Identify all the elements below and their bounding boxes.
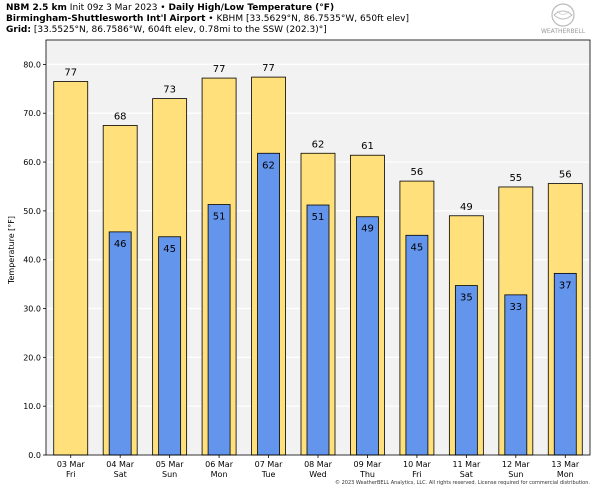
low-temp-bar — [158, 236, 182, 456]
x-tick-date: 06 Mar — [205, 460, 234, 469]
low-temp-label: 62 — [262, 160, 275, 171]
low-temp-label: 37 — [559, 280, 572, 291]
x-tick-date: 09 Mar — [354, 460, 383, 469]
low-temp-label: 46 — [114, 239, 127, 250]
low-temp-bar — [108, 231, 132, 456]
x-tick-date: 07 Mar — [255, 460, 284, 469]
y-tick-label: 0.0 — [28, 451, 41, 460]
high-temp-label: 77 — [262, 63, 275, 74]
x-tick-day: Tue — [261, 470, 276, 479]
y-tick-label: 30.0 — [23, 305, 41, 314]
high-temp-label: 62 — [312, 139, 325, 150]
high-temp-label: 56 — [411, 167, 424, 178]
high-temp-label: 77 — [64, 68, 77, 79]
high-temp-label: 61 — [361, 141, 374, 152]
logo-text: WEATHERBELL — [541, 28, 586, 35]
low-temp-bar — [405, 234, 429, 456]
copyright-text: © 2023 WeatherBELL Analytics, LLC. All r… — [335, 480, 590, 486]
header-line-2: Birmingham-Shuttlesworth Int'l Airport •… — [6, 14, 409, 25]
y-tick-label: 50.0 — [23, 207, 41, 216]
y-tick-label: 10.0 — [23, 402, 41, 411]
low-temp-bar — [306, 204, 330, 456]
bullet: • — [208, 14, 214, 24]
x-tick-day: Wed — [309, 470, 326, 479]
low-temp-label: 45 — [411, 242, 424, 253]
low-temp-label: 51 — [213, 212, 226, 223]
y-axis-label: Temperature [°F] — [7, 216, 16, 285]
x-tick-day: Sat — [114, 470, 127, 479]
x-tick-day: Fri — [66, 470, 76, 479]
high-temp-label: 77 — [213, 64, 226, 75]
high-temp-label: 55 — [509, 173, 522, 184]
y-tick-label: 20.0 — [23, 353, 41, 362]
high-temp-label: 73 — [163, 85, 176, 96]
high-temp-label: 56 — [559, 170, 572, 181]
x-tick-date: 03 Mar — [57, 460, 86, 469]
high-temp-label: 68 — [114, 111, 127, 122]
x-tick-date: 12 Mar — [502, 460, 531, 469]
x-tick-day: Sun — [508, 470, 523, 479]
low-temp-bar — [553, 272, 577, 456]
x-tick-day: Sat — [460, 470, 473, 479]
station-name: Birmingham-Shuttlesworth Int'l Airport — [6, 14, 206, 24]
low-temp-bar — [356, 216, 379, 456]
grid-label: Grid: — [6, 25, 31, 35]
x-tick-day: Sun — [162, 470, 177, 479]
y-tick-label: 70.0 — [23, 109, 41, 118]
y-tick-label: 40.0 — [23, 256, 41, 265]
high-temp-bar — [53, 81, 89, 456]
bullet: • — [160, 3, 166, 13]
low-temp-bar — [504, 294, 528, 456]
x-tick-date: 11 Mar — [452, 460, 481, 469]
high-temp-label: 49 — [460, 202, 473, 213]
y-tick-label: 60.0 — [23, 158, 41, 167]
low-temp-bar — [257, 152, 280, 456]
low-temp-label: 51 — [312, 212, 325, 223]
x-tick-date: 04 Mar — [106, 460, 135, 469]
x-tick-day: Mon — [557, 470, 574, 479]
weatherbell-logo: WEATHERBELL — [541, 3, 586, 35]
plot-frame — [45, 39, 591, 456]
station-info: KBHM [33.5629°N, 86.7535°W, 650ft elev] — [216, 14, 409, 24]
low-temp-bar — [454, 285, 478, 456]
x-tick-day: Fri — [412, 470, 422, 479]
y-tick-label: 80.0 — [23, 60, 41, 69]
low-temp-label: 35 — [460, 293, 473, 304]
chart-title: Daily High/Low Temperature (°F) — [168, 3, 335, 13]
low-temp-label: 45 — [163, 244, 176, 255]
x-tick-date: 13 Mar — [551, 460, 580, 469]
x-tick-day: Mon — [211, 470, 228, 479]
x-tick-date: 10 Mar — [403, 460, 432, 469]
header-line-3: Grid: [33.5525°N, 86.7586°W, 604ft elev,… — [6, 25, 327, 36]
x-tick-date: 05 Mar — [156, 460, 185, 469]
x-tick-date: 08 Mar — [304, 460, 333, 469]
low-temp-label: 49 — [361, 224, 374, 235]
header-line-1: NBM 2.5 km Init 09z 3 Mar 2023 • Daily H… — [6, 3, 334, 14]
low-temp-bar — [207, 204, 231, 456]
grid-info: [33.5525°N, 86.7586°W, 604ft elev, 0.78m… — [33, 25, 327, 35]
x-tick-day: Thu — [359, 470, 375, 479]
model-name: NBM 2.5 km — [6, 3, 67, 13]
low-temp-label: 33 — [509, 302, 522, 313]
init-time: Init 09z 3 Mar 2023 — [69, 3, 158, 13]
